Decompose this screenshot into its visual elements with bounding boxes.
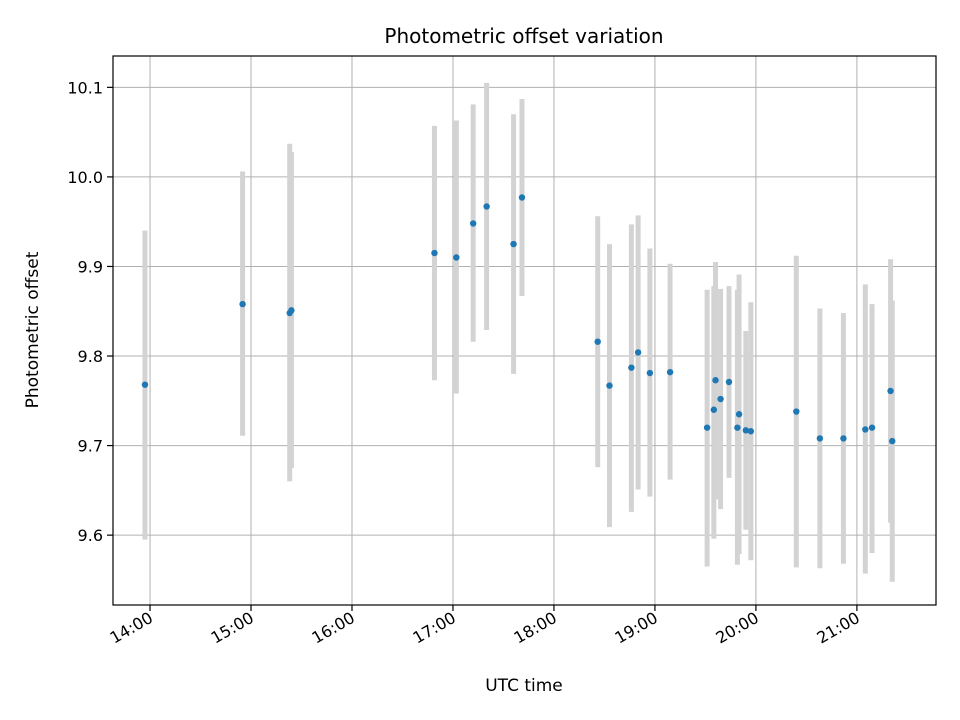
plot-frame [112,55,937,606]
y-axis-label: Photometric offset [23,251,43,408]
y-tick-label: 9.6 [78,526,103,545]
y-tick-label: 10.1 [67,78,103,97]
data-point [712,377,719,384]
y-tick-label: 10.0 [67,168,103,187]
y-tick-label: 9.8 [78,347,103,366]
data-point [431,249,438,257]
data-point [634,349,642,356]
y-axis-ticks: 9.6 9.7 9.8 9.9 10.0 10.1 [67,78,113,545]
data-point [887,387,894,395]
data-point [747,428,755,435]
data-point [453,254,460,261]
data-point [742,427,750,434]
data-point [646,369,654,377]
data-point [710,406,718,413]
data-point [469,220,477,227]
data-point [606,382,613,389]
y-tick-label: 9.7 [78,437,103,456]
data-points [141,194,896,445]
data-point [703,424,711,431]
data-point [793,408,800,415]
data-point [518,194,526,201]
x-axis-label: UTC time [485,676,563,696]
data-point [889,437,896,445]
data-point [628,364,635,371]
data-point [862,426,869,433]
data-point [725,378,733,386]
data-point [239,300,246,308]
data-point [483,203,490,210]
data-point [594,338,601,345]
y-tick-label: 9.9 [78,257,103,276]
data-point [734,424,741,431]
data-point [735,411,743,418]
data-point [288,307,295,314]
data-point [717,395,724,403]
data-point [510,240,517,248]
data-point [141,381,149,388]
chart-title: Photometric offset variation [384,24,663,48]
data-point [816,435,824,442]
data-point [666,368,674,376]
data-point [868,424,876,431]
data-point [840,435,847,442]
grid-lines [113,56,936,605]
